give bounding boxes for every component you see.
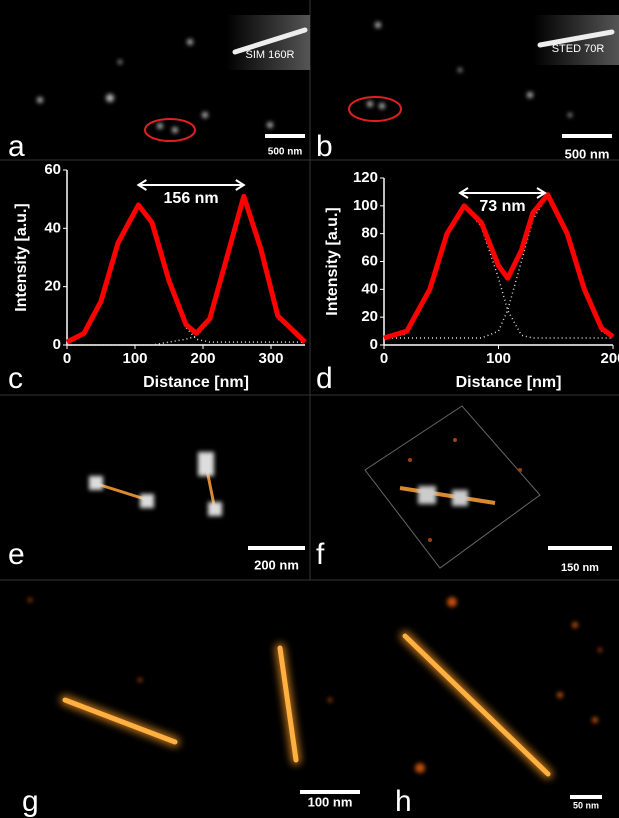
- scale-bar-label: 50 nm: [573, 800, 599, 810]
- x-tick-label: 100: [486, 350, 511, 367]
- y-tick-label: 20: [361, 308, 378, 325]
- y-tick-label: 20: [44, 278, 61, 295]
- scale-bar-label: 200 nm: [254, 557, 299, 572]
- inset-label: SIM 160R: [246, 49, 295, 61]
- y-tick-label: 100: [353, 197, 378, 214]
- scale-bar-label: 500 nm: [565, 146, 610, 161]
- x-axis-label: Distance [nm]: [456, 374, 562, 391]
- scale-bar-label: 100 nm: [308, 794, 353, 809]
- panel-label: e: [8, 538, 25, 571]
- y-tick-label: 80: [361, 225, 378, 242]
- panel-label: a: [8, 130, 25, 163]
- y-tick-label: 60: [44, 161, 61, 178]
- y-tick-label: 60: [361, 252, 378, 269]
- panel-label: f: [316, 538, 325, 571]
- y-tick-label: 0: [370, 336, 378, 353]
- x-tick-label: 300: [258, 350, 283, 367]
- y-tick-label: 40: [44, 219, 61, 236]
- y-tick-label: 40: [361, 280, 378, 297]
- y-tick-label: 120: [353, 169, 378, 186]
- scale-bar-label: 150 nm: [561, 562, 599, 574]
- x-tick-label: 0: [63, 350, 71, 367]
- scale-bar-label: 500 nm: [268, 147, 303, 158]
- annotation: 156 nm: [164, 190, 219, 207]
- inset-label: STED 70R: [552, 43, 605, 55]
- panel-label: g: [22, 785, 39, 818]
- x-tick-label: 100: [122, 350, 147, 367]
- panel-label: h: [395, 785, 412, 818]
- y-axis-label: Intensity [a.u.]: [324, 207, 341, 315]
- panel-label: c: [8, 362, 23, 395]
- panel-label: d: [316, 362, 333, 395]
- y-tick-label: 0: [53, 336, 61, 353]
- x-tick-label: 200: [190, 350, 215, 367]
- figure: 02040600100200300Distance [nm]Intensity …: [0, 0, 619, 818]
- x-axis-label: Distance [nm]: [143, 374, 249, 391]
- x-tick-label: 0: [380, 350, 388, 367]
- annotation: 73 nm: [479, 198, 525, 215]
- panel-label: b: [316, 130, 333, 163]
- y-axis-label: Intensity [a.u.]: [13, 203, 30, 311]
- x-tick-label: 200: [600, 350, 619, 367]
